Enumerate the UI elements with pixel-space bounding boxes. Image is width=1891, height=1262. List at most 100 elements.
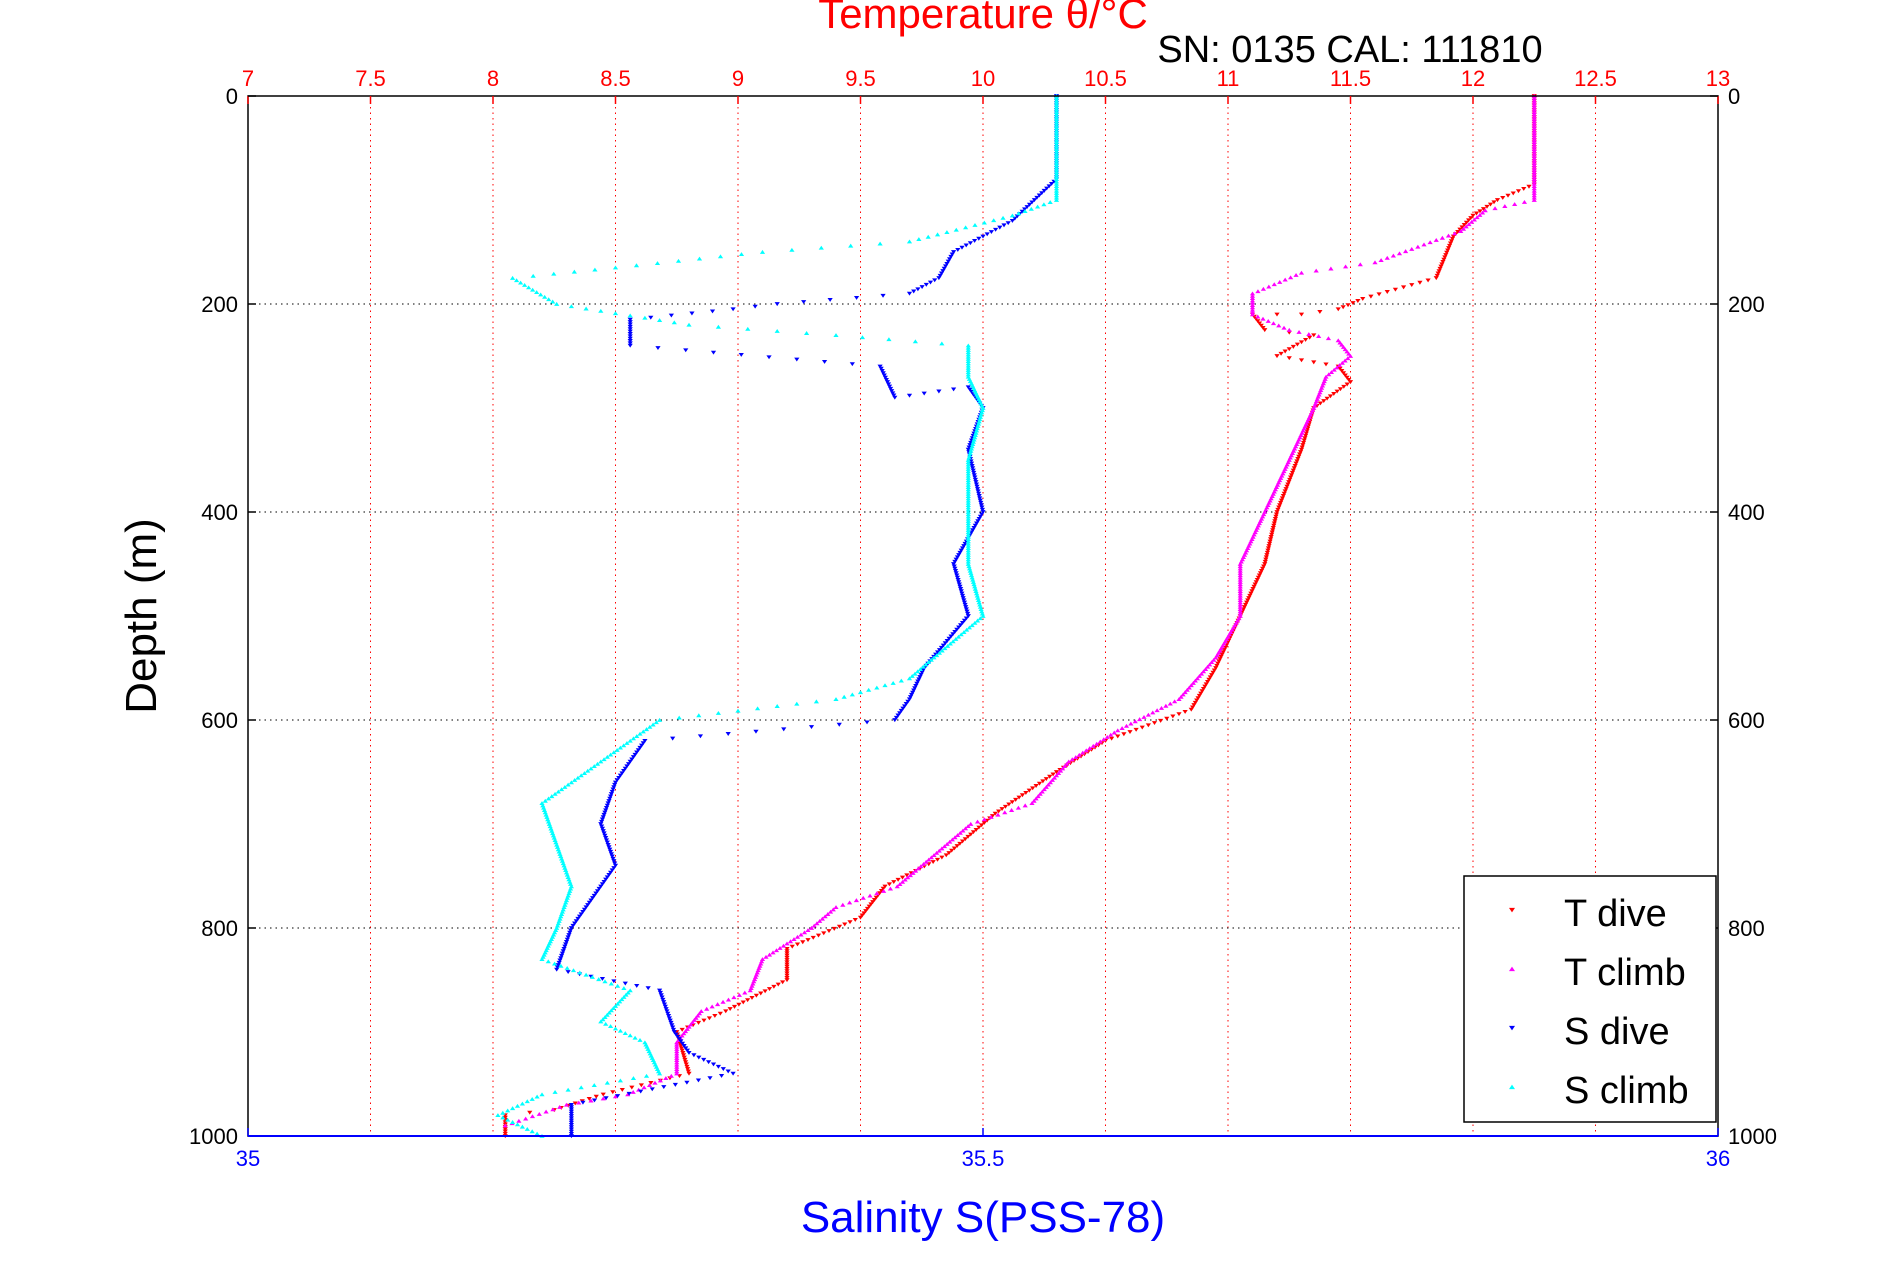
data-point — [519, 1124, 525, 1129]
data-point — [1531, 195, 1537, 200]
data-point — [977, 602, 983, 607]
data-point — [1190, 705, 1196, 710]
data-point — [949, 848, 955, 853]
data-point — [951, 846, 958, 851]
data-point — [1191, 703, 1197, 708]
data-point — [1403, 249, 1409, 254]
data-point — [830, 907, 836, 912]
data-point — [573, 919, 579, 924]
data-point — [1328, 370, 1335, 374]
data-point — [965, 532, 971, 537]
data-point — [1293, 461, 1299, 466]
data-point — [683, 1062, 689, 1067]
data-point — [1288, 475, 1294, 480]
data-point — [975, 424, 981, 428]
data-point — [1278, 351, 1284, 356]
data-point — [920, 664, 926, 669]
data-point — [852, 918, 858, 922]
data-point — [1531, 197, 1537, 202]
data-point — [1436, 269, 1442, 274]
data-point — [1188, 683, 1194, 688]
data-point — [1047, 200, 1053, 205]
data-point — [557, 851, 563, 856]
data-point — [842, 922, 848, 927]
data-point — [1194, 676, 1200, 681]
data-point — [1023, 790, 1029, 795]
data-point — [1531, 119, 1537, 124]
data-point — [962, 826, 969, 831]
data-point — [1286, 347, 1292, 352]
data-point — [562, 784, 568, 789]
data-point — [905, 699, 911, 704]
data-point — [510, 1120, 516, 1124]
data-point — [1324, 396, 1330, 401]
data-point — [1277, 279, 1283, 284]
data-point — [1260, 316, 1266, 321]
data-point — [616, 775, 622, 780]
data-point — [550, 831, 556, 836]
data-point — [1505, 193, 1511, 198]
data-point — [1474, 215, 1480, 220]
legend-box — [1463, 875, 1717, 1123]
data-point — [529, 1114, 536, 1119]
data-point — [550, 833, 557, 838]
data-point — [833, 697, 839, 702]
data-point — [965, 480, 971, 485]
data-point — [588, 766, 594, 771]
data-point — [664, 1009, 670, 1014]
data-point — [960, 596, 966, 600]
data-point — [686, 322, 692, 327]
data-point — [1253, 580, 1259, 585]
data-point — [623, 992, 629, 997]
data-point — [1249, 291, 1256, 296]
data-point — [559, 909, 566, 914]
data-point — [1041, 188, 1047, 193]
data-point — [1287, 477, 1293, 482]
data-point — [545, 959, 551, 964]
data-point — [551, 271, 557, 276]
data-point — [608, 794, 614, 799]
data-point — [601, 879, 607, 884]
data-point — [777, 945, 783, 950]
data-point — [502, 1131, 508, 1136]
data-point — [953, 637, 959, 641]
data-point — [965, 518, 971, 523]
data-point — [615, 1094, 621, 1098]
data-point — [606, 873, 612, 877]
data-point — [1531, 188, 1537, 193]
data-point — [965, 528, 971, 532]
data-point — [1384, 255, 1390, 260]
data-point — [784, 964, 790, 969]
data-point — [1053, 184, 1060, 188]
data-point — [965, 464, 971, 469]
data-point — [1080, 750, 1086, 755]
data-point — [1053, 149, 1060, 154]
data-point — [565, 935, 571, 940]
data-point — [969, 623, 975, 628]
data-point — [954, 575, 961, 580]
data-point — [714, 1002, 721, 1007]
data-point — [974, 487, 981, 491]
data-point — [972, 523, 978, 528]
data-point — [927, 280, 934, 285]
data-point — [1313, 268, 1319, 273]
data-point — [940, 269, 946, 273]
data-point — [965, 462, 971, 467]
data-point — [1278, 498, 1285, 503]
data-point — [1249, 307, 1256, 312]
data-point — [963, 605, 969, 610]
data-point — [540, 803, 546, 808]
data-point — [1531, 149, 1537, 154]
data-point — [902, 877, 908, 882]
data-point — [1258, 323, 1264, 328]
data-point — [683, 1046, 689, 1051]
data-point — [1295, 457, 1301, 461]
data-point — [1342, 358, 1348, 363]
data-point — [965, 372, 971, 377]
data-point — [954, 844, 960, 849]
data-point — [1302, 433, 1309, 438]
data-point — [638, 1083, 644, 1088]
data-point — [676, 715, 682, 720]
data-point — [1531, 107, 1537, 112]
